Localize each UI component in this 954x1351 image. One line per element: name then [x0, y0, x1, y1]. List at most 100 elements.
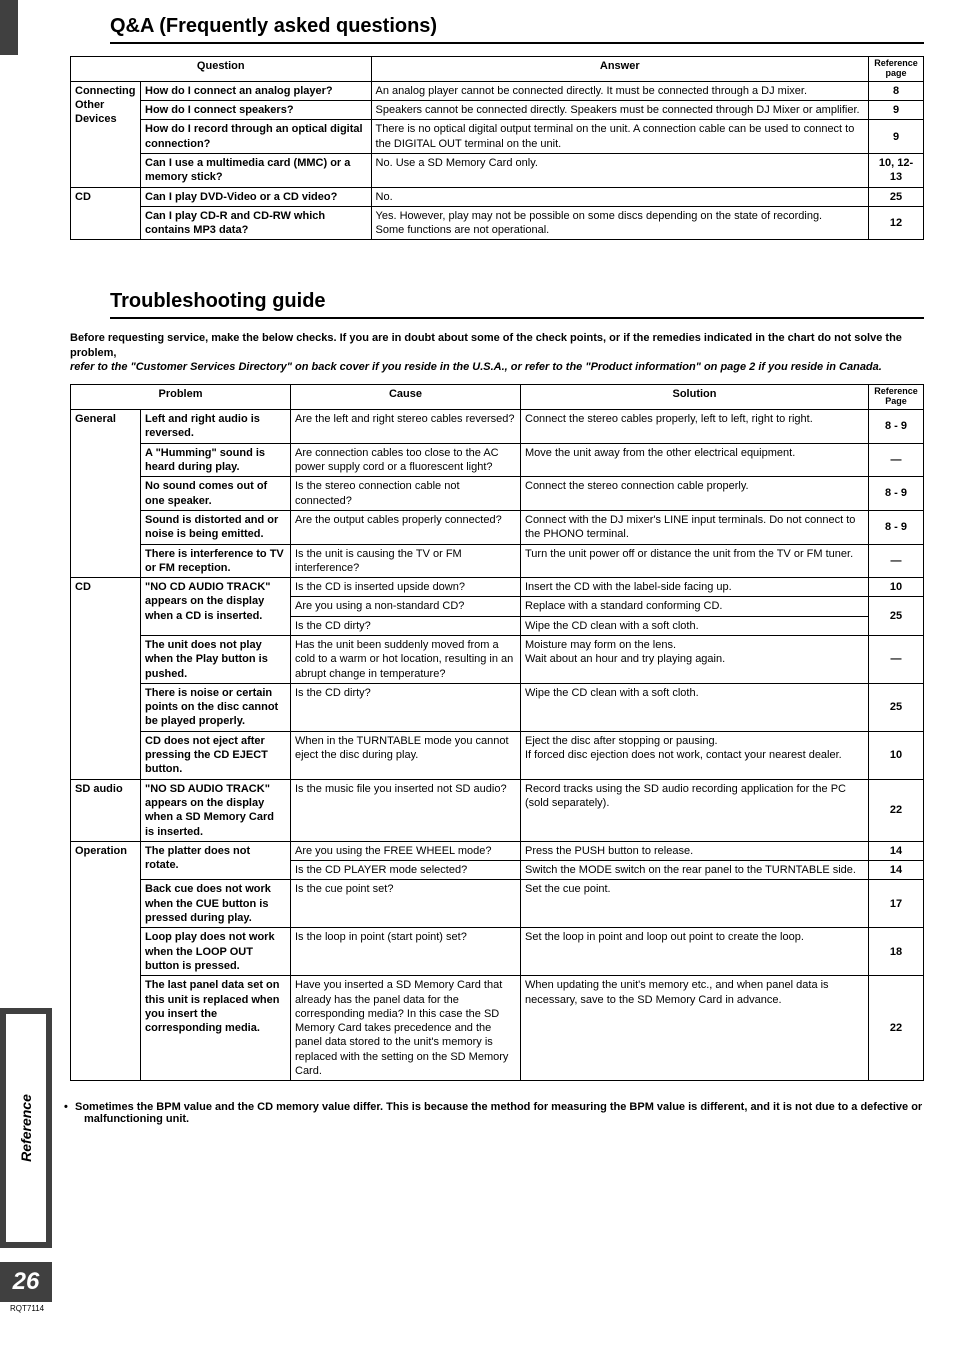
- ts-intro-line2: refer to the "Customer Services Director…: [70, 361, 882, 373]
- ts-cause: Has the unit been suddenly moved from a …: [291, 635, 521, 683]
- ts-ref: —: [869, 443, 924, 477]
- ts-cause: Are you using a non-standard CD?: [291, 597, 521, 616]
- ts-cause: Are the output cables properly connected…: [291, 510, 521, 544]
- side-tab-inner: Reference: [6, 1014, 46, 1242]
- qa-row: How do I record through an optical digit…: [71, 120, 924, 154]
- qa-ref: 12: [869, 206, 924, 240]
- ts-cause: Is the CD dirty?: [291, 683, 521, 731]
- qa-answer: Yes. However, play may not be possible o…: [371, 206, 868, 240]
- page-number: 26: [0, 1262, 52, 1302]
- qa-answer: There is no optical digital output termi…: [371, 120, 868, 154]
- ts-cause: Is the loop in point (start point) set?: [291, 928, 521, 976]
- qa-ref: 10, 12-13: [869, 153, 924, 187]
- ts-problem: There is noise or certain points on the …: [141, 683, 291, 731]
- ts-footnote: Sometimes the BPM value and the CD memor…: [70, 1101, 924, 1125]
- qa-answer: No.: [371, 187, 868, 206]
- ts-cause: Is the stereo connection cable not conne…: [291, 477, 521, 511]
- ts-ref: 25: [869, 597, 924, 636]
- qa-answer: An analog player cannot be connected dir…: [371, 81, 868, 100]
- ts-header-solution: Solution: [521, 385, 869, 410]
- side-label: Reference: [18, 1094, 34, 1162]
- ts-ref: 8 - 9: [869, 510, 924, 544]
- ts-row: There is noise or certain points on the …: [71, 683, 924, 731]
- ts-ref: 8 - 9: [869, 477, 924, 511]
- ts-row: No sound comes out of one speaker.Is the…: [71, 477, 924, 511]
- qa-question: Can I play CD-R and CD-RW which contains…: [141, 206, 372, 240]
- ts-ref: 17: [869, 880, 924, 928]
- qa-title: Q&A (Frequently asked questions): [110, 15, 924, 44]
- ts-problem: There is interference to TV or FM recept…: [141, 544, 291, 578]
- page-code: RQT7114: [10, 1304, 44, 1313]
- qa-answer: No. Use a SD Memory Card only.: [371, 153, 868, 187]
- ts-row: Loop play does not work when the LOOP OU…: [71, 928, 924, 976]
- ts-solution: Connect the stereo connection cable prop…: [521, 477, 869, 511]
- ts-row: CD does not eject after pressing the CD …: [71, 731, 924, 779]
- ts-problem: Left and right audio is reversed.: [141, 410, 291, 444]
- qa-ref: 9: [869, 120, 924, 154]
- ts-cause: Are connection cables too close to the A…: [291, 443, 521, 477]
- qa-ref: 8: [869, 81, 924, 100]
- ts-row: A "Humming" sound is heard during play.A…: [71, 443, 924, 477]
- ts-ref: 22: [869, 779, 924, 841]
- qa-table: QuestionAnswerReference pageConnecting O…: [70, 56, 924, 240]
- qa-row: Can I play CD-R and CD-RW which contains…: [71, 206, 924, 240]
- ts-solution: Connect the stereo cables properly, left…: [521, 410, 869, 444]
- troubleshooting-section: Troubleshooting guide Before requesting …: [70, 290, 924, 1125]
- ts-ref: 10: [869, 731, 924, 779]
- ts-problem: Sound is distorted and or noise is being…: [141, 510, 291, 544]
- ts-problem: A "Humming" sound is heard during play.: [141, 443, 291, 477]
- ts-category: CD: [71, 578, 141, 780]
- ts-row: SD audio"NO SD AUDIO TRACK" appears on t…: [71, 779, 924, 841]
- ts-ref: —: [869, 635, 924, 683]
- qa-question: How do I connect speakers?: [141, 101, 372, 120]
- ts-category: SD audio: [71, 779, 141, 841]
- qa-question: Can I play DVD-Video or a CD video?: [141, 187, 372, 206]
- ts-title: Troubleshooting guide: [110, 290, 924, 319]
- ts-ref: 18: [869, 928, 924, 976]
- qa-row: Can I use a multimedia card (MMC) or a m…: [71, 153, 924, 187]
- qa-row: CDCan I play DVD-Video or a CD video?No.…: [71, 187, 924, 206]
- ts-ref: —: [869, 544, 924, 578]
- ts-ref: 8 - 9: [869, 410, 924, 444]
- ts-problem: Back cue does not work when the CUE butt…: [141, 880, 291, 928]
- ts-row: GeneralLeft and right audio is reversed.…: [71, 410, 924, 444]
- qa-question: How do I connect an analog player?: [141, 81, 372, 100]
- qa-ref: 25: [869, 187, 924, 206]
- ts-ref: 14: [869, 841, 924, 860]
- ts-ref: 14: [869, 861, 924, 880]
- ts-solution: Switch the MODE switch on the rear panel…: [521, 861, 869, 880]
- ts-problem: "NO CD AUDIO TRACK" appears on the displ…: [141, 578, 291, 636]
- ts-solution: Moisture may form on the lens.Wait about…: [521, 635, 869, 683]
- ts-table: ProblemCauseSolutionReference PageGenera…: [70, 384, 924, 1081]
- ts-cause: When in the TURNTABLE mode you cannot ej…: [291, 731, 521, 779]
- ts-problem: Loop play does not work when the LOOP OU…: [141, 928, 291, 976]
- ts-solution: Eject the disc after stopping or pausing…: [521, 731, 869, 779]
- ts-row: CD"NO CD AUDIO TRACK" appears on the dis…: [71, 578, 924, 597]
- qa-answer: Speakers cannot be connected directly. S…: [371, 101, 868, 120]
- ts-solution: When updating the unit's memory etc., an…: [521, 976, 869, 1081]
- qa-header-answer: Answer: [371, 57, 868, 82]
- qa-category: Connecting Other Devices: [71, 81, 141, 187]
- ts-row: The last panel data set on this unit is …: [71, 976, 924, 1081]
- side-tab: Reference: [0, 1008, 52, 1248]
- ts-solution: Set the cue point.: [521, 880, 869, 928]
- qa-question: Can I use a multimedia card (MMC) or a m…: [141, 153, 372, 187]
- ts-ref: 10: [869, 578, 924, 597]
- qa-row: How do I connect speakers?Speakers canno…: [71, 101, 924, 120]
- ts-intro-line1: Before requesting service, make the belo…: [70, 332, 902, 358]
- ts-row: Sound is distorted and or noise is being…: [71, 510, 924, 544]
- ts-solution: Record tracks using the SD audio recordi…: [521, 779, 869, 841]
- qa-ref: 9: [869, 101, 924, 120]
- ts-solution: Set the loop in point and loop out point…: [521, 928, 869, 976]
- ts-cause: Is the cue point set?: [291, 880, 521, 928]
- ts-problem: The last panel data set on this unit is …: [141, 976, 291, 1081]
- ts-cause: Are you using the FREE WHEEL mode?: [291, 841, 521, 860]
- qa-header-ref: Reference page: [869, 57, 924, 82]
- ts-cause: Is the CD PLAYER mode selected?: [291, 861, 521, 880]
- qa-category: CD: [71, 187, 141, 240]
- ts-problem: CD does not eject after pressing the CD …: [141, 731, 291, 779]
- qa-question: How do I record through an optical digit…: [141, 120, 372, 154]
- ts-header-cause: Cause: [291, 385, 521, 410]
- ts-row: Back cue does not work when the CUE butt…: [71, 880, 924, 928]
- ts-solution: Wipe the CD clean with a soft cloth.: [521, 683, 869, 731]
